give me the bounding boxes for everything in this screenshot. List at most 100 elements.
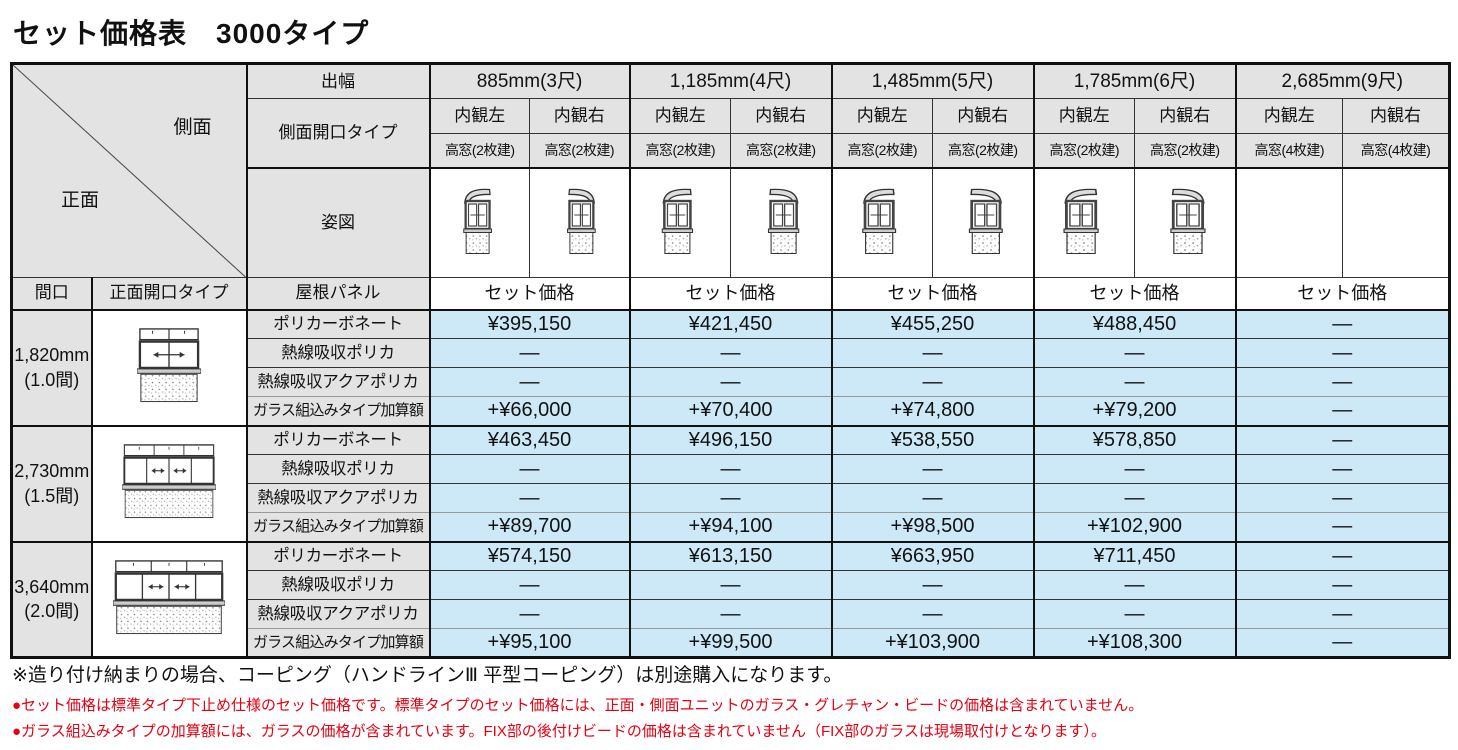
side-view-diagram-icon xyxy=(757,185,805,260)
figure-cell xyxy=(730,167,833,278)
footnote-coping: ※造り付け納まりの場合、コーピング（ハンドラインⅢ 平型コーピング）は別途購入に… xyxy=(12,665,843,686)
figure-cell xyxy=(830,167,934,278)
price-cell: ¥711,450 xyxy=(1032,541,1237,571)
price-cell: — xyxy=(1032,599,1237,629)
price-cell: — xyxy=(1234,541,1451,571)
price-cell: — xyxy=(628,570,833,600)
panel-label-cell: ガラス組込みタイプ加算額 xyxy=(245,512,430,543)
price-cell: +¥108,300 xyxy=(1032,628,1237,658)
front-view-diagram-icon xyxy=(121,442,217,525)
price-cell: +¥70,400 xyxy=(628,396,833,427)
price-cell: — xyxy=(1234,512,1451,543)
price-cell: — xyxy=(1032,483,1237,513)
panel-label-cell: ポリカーボネート xyxy=(245,309,430,339)
view-side-header-cell: 内観左 xyxy=(1234,98,1344,134)
diagonal-divider-line xyxy=(13,65,246,277)
maguchi-ken: (1.5間) xyxy=(24,485,80,506)
depth-header-cell: 1,185mm(4尺) xyxy=(628,63,833,99)
view-side-header-cell: 内観左 xyxy=(428,98,530,134)
price-cell: ¥613,150 xyxy=(628,541,833,571)
price-cell: ¥496,150 xyxy=(628,425,833,455)
set-price-header-cell: セット価格 xyxy=(830,277,1035,311)
side-view-diagram-icon xyxy=(957,185,1009,260)
price-cell: — xyxy=(1032,367,1237,397)
price-cell: — xyxy=(428,570,631,600)
price-cell: — xyxy=(1234,309,1451,339)
maguchi-ken: (2.0間) xyxy=(24,601,80,622)
front-view-cell xyxy=(90,309,247,427)
price-cell: — xyxy=(830,454,1035,484)
price-cell: +¥95,100 xyxy=(428,628,631,658)
maguchi-column-label: 間口 xyxy=(11,277,92,311)
price-cell: +¥89,700 xyxy=(428,512,631,543)
price-cell: — xyxy=(830,338,1035,368)
side-view-diagram-icon xyxy=(458,185,502,260)
side-view-diagram-icon xyxy=(656,185,704,260)
price-cell: +¥66,000 xyxy=(428,396,631,427)
price-cell: — xyxy=(1234,425,1451,455)
price-cell: — xyxy=(428,338,631,368)
panel-label-cell: 熱線吸収アクアポリカ xyxy=(245,483,430,513)
price-cell: — xyxy=(1234,338,1451,368)
price-cell: +¥98,500 xyxy=(830,512,1035,543)
side-view-diagram-icon xyxy=(1158,185,1212,260)
depth-header-cell: 2,685mm(9尺) xyxy=(1234,63,1451,99)
price-cell: +¥103,900 xyxy=(830,628,1035,658)
footnote-set-price: ●セット価格は標準タイプ下止め仕様のセット価格です。標準タイプのセット価格には、… xyxy=(12,697,1144,714)
corner-side-label: 側面 xyxy=(173,117,212,138)
maguchi-size: 3,640mm xyxy=(14,576,90,597)
price-cell: — xyxy=(628,483,833,513)
window-type-header-cell: 高窓(2枚建) xyxy=(1134,133,1237,169)
price-cell: ¥395,150 xyxy=(428,309,631,339)
view-side-header-cell: 内観右 xyxy=(1134,98,1237,134)
window-type-header-cell: 高窓(2枚建) xyxy=(1032,133,1136,169)
set-price-header-cell: セット価格 xyxy=(1032,277,1237,311)
depth-row-label: 出幅 xyxy=(245,63,430,99)
price-cell: — xyxy=(1032,338,1237,368)
price-cell: ¥488,450 xyxy=(1032,309,1237,339)
price-cell: — xyxy=(1234,483,1451,513)
front-view-diagram-icon xyxy=(136,326,202,409)
price-cell: ¥463,450 xyxy=(428,425,631,455)
price-table: 側面 正面 出幅 885mm(3尺) 1,185mm(4尺) 1,485mm(5… xyxy=(10,62,1452,659)
set-price-header-cell: セット価格 xyxy=(1234,277,1451,311)
front-opening-column-label: 正面開口タイプ xyxy=(90,277,247,311)
price-cell: — xyxy=(628,454,833,484)
maguchi-size: 2,730mm xyxy=(14,461,90,482)
window-type-header-cell: 高窓(4枚建) xyxy=(1234,133,1344,169)
price-cell: +¥74,800 xyxy=(830,396,1035,427)
maguchi-size: 1,820mm xyxy=(14,345,90,366)
side-view-diagram-icon xyxy=(856,185,908,260)
view-side-header-cell: 内観右 xyxy=(1342,98,1451,134)
view-side-header-cell: 内観右 xyxy=(932,98,1035,134)
corner-front-label: 正面 xyxy=(61,190,100,211)
side-view-diagram-icon xyxy=(1057,185,1111,260)
price-cell: — xyxy=(628,367,833,397)
panel-label-cell: 熱線吸収ポリカ xyxy=(245,338,430,368)
price-cell: — xyxy=(1234,454,1451,484)
corner-cell: 側面 正面 xyxy=(11,63,247,278)
view-side-header-cell: 内観右 xyxy=(528,98,631,134)
price-cell: — xyxy=(1234,396,1451,427)
window-type-header-cell: 高窓(4枚建) xyxy=(1342,133,1451,169)
panel-label-cell: 熱線吸収アクアポリカ xyxy=(245,367,430,397)
depth-header-cell: 1,785mm(6尺) xyxy=(1032,63,1237,99)
price-cell: — xyxy=(628,599,833,629)
panel-label-cell: ポリカーボネート xyxy=(245,425,430,455)
price-cell: ¥421,450 xyxy=(628,309,833,339)
footnote-glass-addon: ●ガラス組込みタイプの加算額には、ガラスの価格が含まれています。FIX部の後付け… xyxy=(12,723,1107,740)
price-cell: — xyxy=(1234,599,1451,629)
price-cell: ¥574,150 xyxy=(428,541,631,571)
price-cell: — xyxy=(1032,570,1237,600)
figure-cell-empty xyxy=(1234,167,1344,278)
front-view-cell xyxy=(90,425,247,543)
maguchi-value-cell: 1,820mm (1.0間) xyxy=(11,309,92,427)
price-cell: ¥538,550 xyxy=(830,425,1035,455)
footnotes: ※造り付け納まりの場合、コーピング（ハンドラインⅢ 平型コーピング）は別途購入に… xyxy=(12,660,1452,746)
window-type-header-cell: 高窓(2枚建) xyxy=(730,133,833,169)
panel-label-cell: ポリカーボネート xyxy=(245,541,430,571)
price-cell: — xyxy=(830,570,1035,600)
price-cell: ¥663,950 xyxy=(830,541,1035,571)
set-price-header-cell: セット価格 xyxy=(428,277,631,311)
